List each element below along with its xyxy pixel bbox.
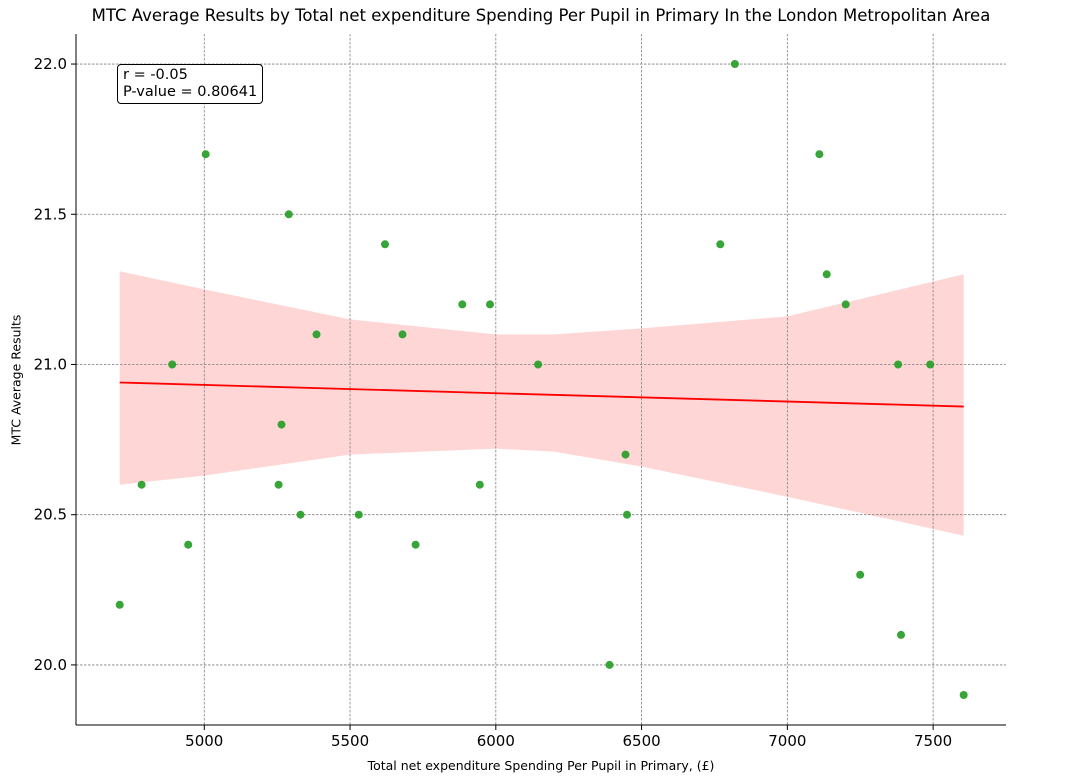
data-point: [115, 600, 124, 609]
data-point: [296, 510, 305, 519]
data-point: [822, 270, 831, 279]
data-point: [894, 360, 903, 369]
data-points-layer: [115, 60, 968, 699]
y-tick-label: 20.0: [34, 656, 67, 674]
x-tick-label: 6500: [622, 732, 660, 750]
data-point: [534, 360, 543, 369]
y-axis-label: MTC Average Results: [8, 314, 24, 446]
data-point: [926, 360, 935, 369]
data-point: [897, 630, 905, 639]
data-point: [312, 330, 321, 339]
data-point: [277, 420, 286, 429]
data-point: [475, 480, 484, 489]
data-point: [168, 360, 177, 369]
data-point: [411, 540, 420, 549]
confidence-band: [119, 271, 964, 536]
chart-title: MTC Average Results by Total net expendi…: [91, 6, 991, 25]
data-point: [486, 300, 494, 309]
data-point: [959, 691, 968, 699]
x-tick-label: 7000: [768, 732, 806, 750]
axes-layer: 5000 5500 6000 6500 7000 7500 20.0 20.5 21.0 21.5…: [34, 34, 1006, 750]
data-point: [605, 660, 614, 669]
data-point: [381, 240, 389, 249]
data-point: [137, 480, 146, 489]
data-point: [398, 330, 407, 339]
y-tick-label: 21.5: [34, 205, 67, 223]
x-axis-label: Total net expenditure Spending Per Pupil…: [367, 758, 715, 773]
data-point: [730, 60, 739, 68]
data-point: [716, 240, 725, 249]
data-point: [201, 150, 210, 159]
data-point: [458, 300, 467, 309]
y-tick-label: 22.0: [34, 55, 67, 73]
regression-line: [119, 381, 964, 408]
x-tick-label: 5500: [331, 732, 369, 750]
data-point: [841, 300, 850, 309]
p-value-text: P-value = 0.80641: [123, 84, 258, 100]
confidence-band-layer: [119, 271, 964, 536]
data-point: [621, 450, 630, 459]
data-point: [184, 540, 193, 549]
data-point: [815, 150, 824, 159]
x-tick-label: 7500: [914, 732, 952, 750]
y-tick-label: 21.0: [34, 355, 67, 373]
x-tick-label: 5000: [185, 732, 223, 750]
data-point: [623, 510, 631, 519]
regression-line-layer: [119, 381, 964, 408]
r-value-text: r = -0.05: [123, 67, 188, 83]
data-point: [856, 570, 865, 579]
data-point: [274, 480, 283, 489]
data-point: [284, 210, 293, 219]
y-tick-label: 20.5: [34, 506, 67, 524]
correlation-stats-box: r = -0.05 P-value = 0.80641: [117, 64, 264, 104]
data-point: [354, 510, 363, 519]
x-tick-label: 6000: [477, 732, 515, 750]
